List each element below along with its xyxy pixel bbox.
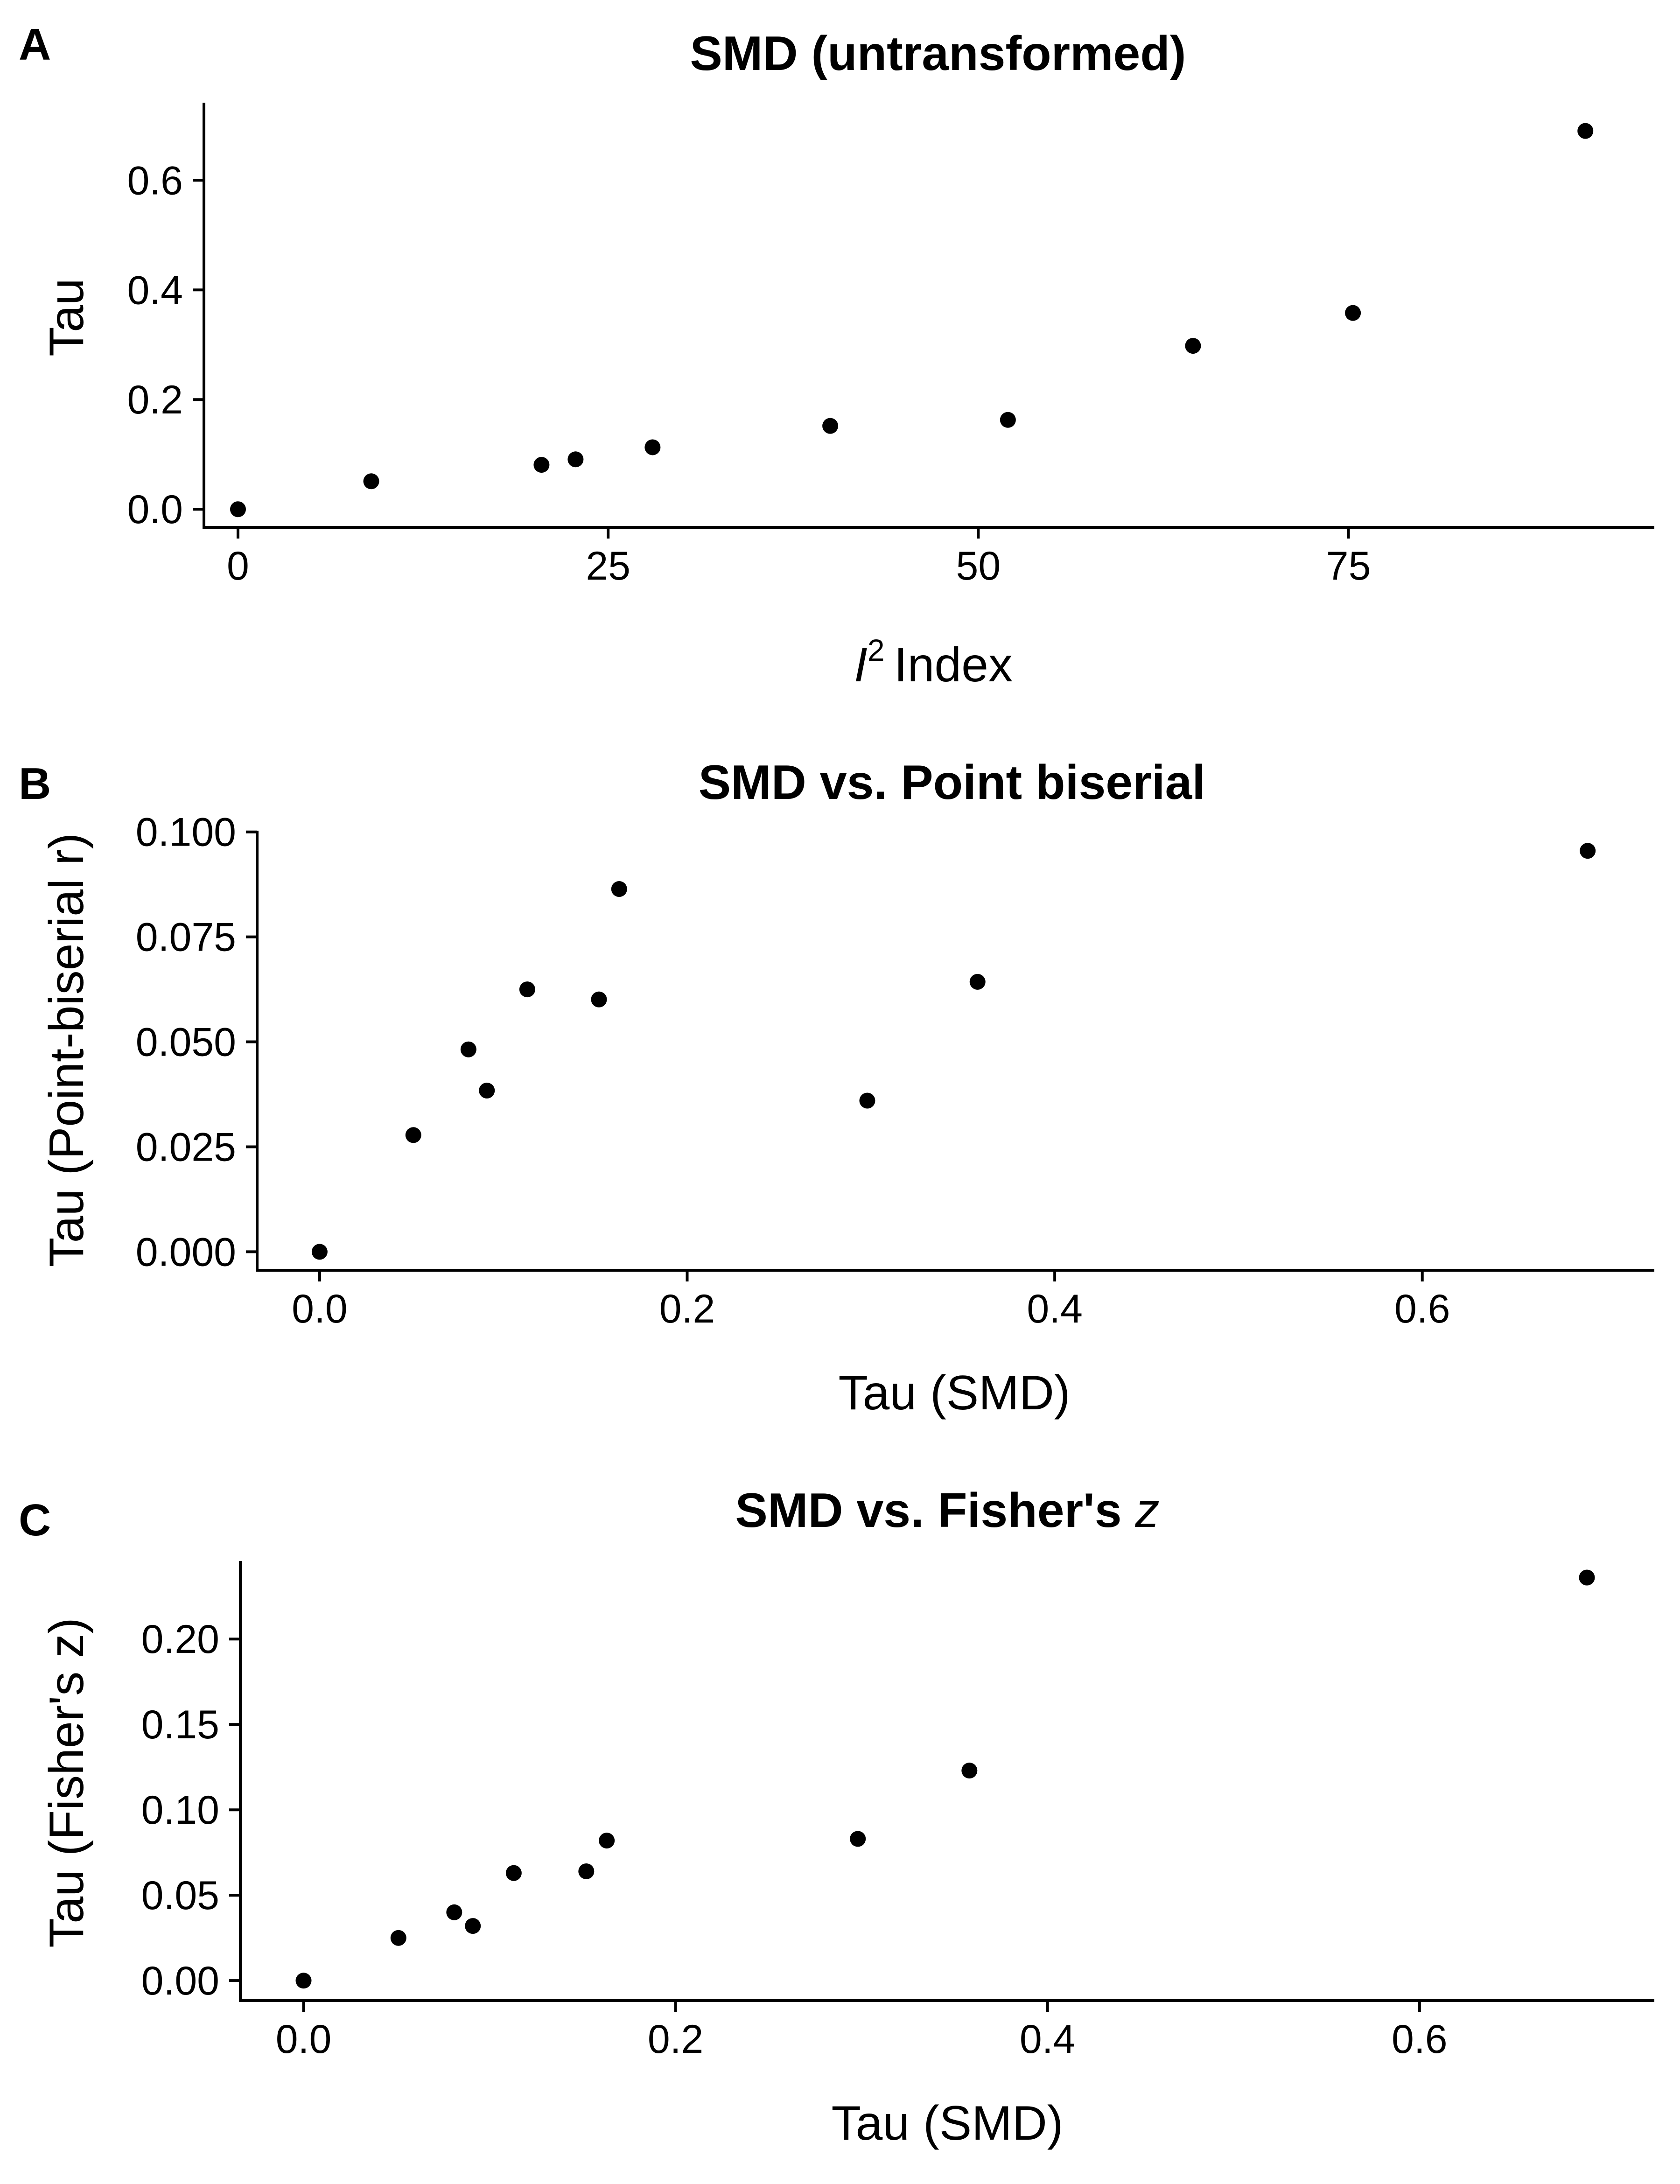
panel-a-x-label: I2 Index bbox=[854, 633, 1013, 692]
data-point bbox=[363, 473, 379, 490]
panel-a-y-ticks: 0.0 0.2 0.4 0.6 bbox=[127, 158, 204, 532]
y-tick-label: 0.05 bbox=[141, 1873, 219, 1918]
panel-b-x-label: Tau (SMD) bbox=[839, 1366, 1071, 1420]
panel-a-title: SMD (untransformed) bbox=[690, 27, 1186, 81]
data-point bbox=[644, 439, 661, 455]
x-tick-label: 0.2 bbox=[648, 2017, 704, 2062]
x-tick-label: 25 bbox=[586, 544, 630, 588]
y-tick-label: 0.025 bbox=[136, 1125, 236, 1169]
data-point bbox=[1000, 412, 1016, 428]
panel-c-letter: C bbox=[19, 1495, 51, 1545]
panel-c-x-ticks: 0.0 0.2 0.4 0.6 bbox=[276, 2001, 1448, 2062]
data-point bbox=[390, 1930, 406, 1946]
data-point bbox=[822, 418, 839, 434]
y-tick-label: 0.10 bbox=[141, 1788, 219, 1833]
panel-b: B SMD vs. Point biserial 0.0 0.2 0.4 0.6 0.… bbox=[19, 756, 1654, 1420]
panel-c-y-label: Tau (Fisher's z) bbox=[40, 1617, 94, 1948]
panel-b-x-ticks: 0.0 0.2 0.4 0.6 bbox=[292, 1270, 1450, 1331]
panel-b-title: SMD vs. Point biserial bbox=[699, 756, 1206, 810]
x-tick-label: 0.2 bbox=[659, 1287, 715, 1331]
data-point bbox=[961, 1763, 978, 1779]
y-tick-label: 0.6 bbox=[127, 158, 183, 203]
y-tick-label: 0.15 bbox=[141, 1702, 219, 1747]
y-tick-label: 0.075 bbox=[136, 915, 236, 960]
panel-a-letter: A bbox=[19, 20, 51, 70]
data-point bbox=[1185, 338, 1201, 354]
y-tick-label: 0.4 bbox=[127, 268, 183, 313]
y-tick-label: 0.20 bbox=[141, 1617, 219, 1662]
data-point bbox=[1579, 1569, 1595, 1586]
y-tick-label: 0.050 bbox=[136, 1020, 236, 1065]
data-point bbox=[533, 457, 550, 473]
panel-c-x-label: Tau (SMD) bbox=[832, 2096, 1064, 2150]
y-tick-label: 0.2 bbox=[127, 378, 183, 422]
data-point bbox=[969, 973, 986, 990]
panel-a: A SMD (untransformed) 0 25 50 75 0.00.20.40… bbox=[19, 20, 1654, 692]
x-tick-label: 0.6 bbox=[1392, 2017, 1448, 2062]
data-point bbox=[591, 991, 607, 1008]
data-point bbox=[1345, 305, 1361, 321]
data-point bbox=[599, 1833, 615, 1849]
x-tick-label: 0.4 bbox=[1020, 2017, 1076, 2062]
data-point bbox=[230, 501, 246, 518]
panel-c: C SMD vs. Fisher's z 0.0 0.2 0.4 0.6 0.000.… bbox=[19, 1484, 1654, 2150]
x-tick-label: 0.0 bbox=[276, 2017, 332, 2062]
data-point bbox=[567, 451, 584, 468]
y-tick-label: 0.000 bbox=[136, 1230, 236, 1274]
data-point bbox=[859, 1092, 875, 1109]
x-tick-label: 0.0 bbox=[292, 1287, 348, 1331]
data-point bbox=[850, 1831, 866, 1847]
x-tick-label: 50 bbox=[956, 544, 1001, 588]
data-point bbox=[519, 981, 535, 998]
y-tick-label: 0.0 bbox=[127, 487, 183, 532]
data-point bbox=[465, 1918, 481, 1934]
data-point bbox=[1580, 843, 1596, 859]
panel-b-y-ticks: 0.000 0.025 0.050 0.075 0.100 bbox=[136, 810, 257, 1274]
panel-a-y-label: Tau bbox=[40, 278, 94, 357]
y-tick-label: 0.00 bbox=[141, 1959, 219, 2003]
data-point bbox=[505, 1865, 522, 1881]
x-tick-label: 0 bbox=[227, 544, 249, 588]
panel-b-y-label: Tau (Point-biserial r) bbox=[40, 833, 94, 1267]
panel-a-points bbox=[230, 123, 1594, 518]
data-point bbox=[1577, 123, 1594, 139]
data-point bbox=[479, 1082, 495, 1099]
panel-b-letter: B bbox=[19, 759, 51, 809]
x-tick-label: 75 bbox=[1326, 544, 1371, 588]
panel-c-title: SMD vs. Fisher's z bbox=[735, 1484, 1159, 1538]
panel-a-x-ticks: 0 25 50 75 bbox=[227, 527, 1371, 588]
x-tick-label: 0.4 bbox=[1027, 1287, 1083, 1331]
data-point bbox=[405, 1127, 421, 1143]
x-tick-label: 0.6 bbox=[1394, 1287, 1450, 1331]
data-point bbox=[311, 1244, 328, 1260]
panel-b-points bbox=[311, 843, 1596, 1260]
data-point bbox=[295, 1973, 312, 1989]
data-point bbox=[611, 881, 627, 897]
data-point bbox=[460, 1041, 476, 1057]
y-tick-label: 0.100 bbox=[136, 810, 236, 855]
panel-c-y-ticks: 0.00 0.05 0.10 0.15 0.20 bbox=[141, 1617, 240, 2003]
data-point bbox=[578, 1863, 595, 1879]
data-point bbox=[446, 1904, 462, 1920]
panel-c-points bbox=[295, 1569, 1595, 1989]
